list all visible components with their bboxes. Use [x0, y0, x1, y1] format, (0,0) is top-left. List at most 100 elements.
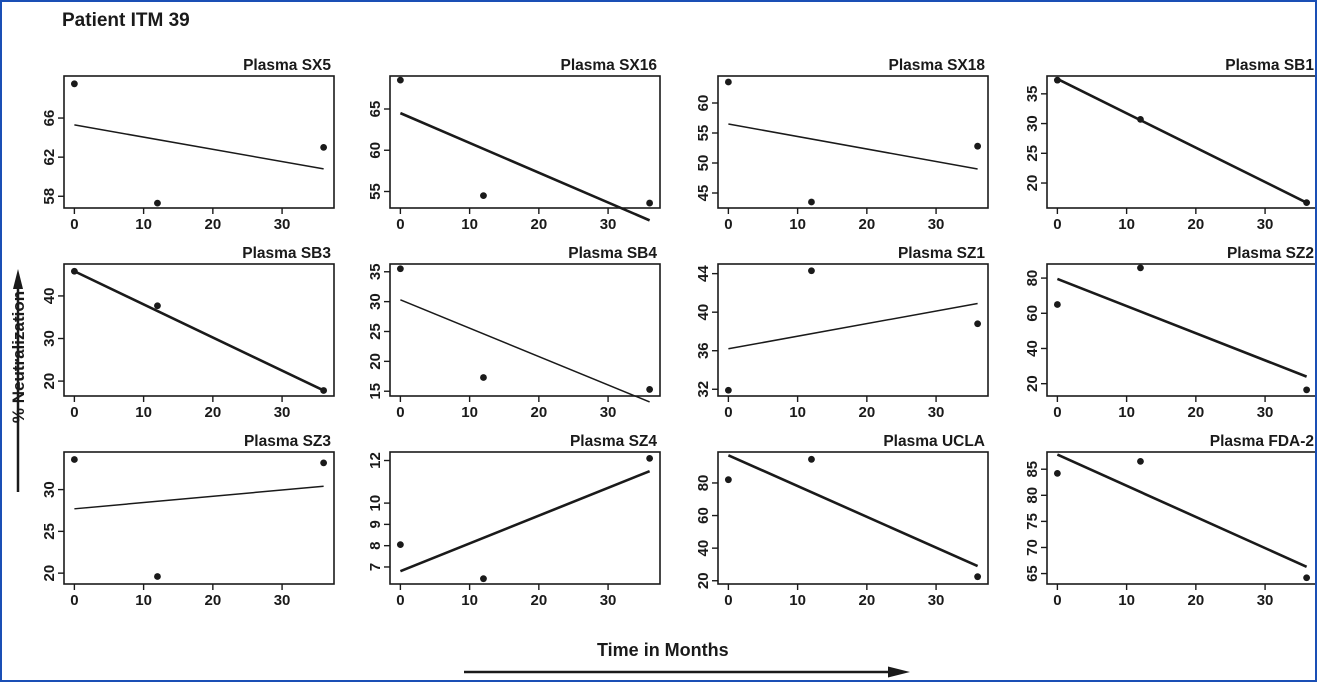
panel-1-xtick-label: 20 [205, 216, 222, 233]
panel-5-point [154, 302, 161, 310]
panel-6-xtick-label: 30 [600, 404, 617, 421]
panel-10-point [646, 454, 654, 462]
panel-8-ytick-label: 60 [1024, 305, 1041, 322]
panel-7-fit-line [728, 302, 978, 350]
panel-8-ytick-label: 40 [1024, 340, 1041, 357]
panel-4-xtick-label: 0 [1053, 216, 1061, 233]
panel-6-ytick-label: 15 [367, 383, 384, 400]
panel-8-xtick-label: 30 [1257, 404, 1274, 421]
panel-8-ytick-label: 80 [1024, 270, 1041, 287]
panel-4-point [1053, 76, 1061, 84]
panel-8-title: Plasma SZ2 [1227, 245, 1314, 262]
panel-11-ytick-label: 60 [695, 507, 712, 524]
panel-4-xtick-label: 20 [1188, 216, 1205, 233]
panel-8-xtick-label: 0 [1053, 404, 1061, 421]
panel-12-xtick-label: 20 [1188, 592, 1205, 609]
panel-4-ytick-label: 35 [1024, 85, 1041, 102]
panel-2-point [480, 192, 487, 200]
panel-6-ytick-label: 25 [367, 323, 384, 340]
panel-12-xtick-label: 10 [1118, 592, 1135, 609]
panel-9-ytick-label: 25 [41, 523, 58, 540]
x-axis-label: Time in Months [597, 640, 729, 660]
panel-2-xtick-label: 0 [396, 216, 404, 233]
panel-4-frame [1046, 75, 1315, 209]
panel-10-title: Plasma SZ4 [570, 433, 657, 450]
panel-7-point [724, 386, 732, 394]
panel-3-xtick-label: 0 [724, 216, 732, 233]
panel-8-ytick-label: 20 [1024, 375, 1041, 392]
panel-10-frame [389, 451, 661, 585]
panel-2-xtick-label: 30 [600, 216, 617, 233]
panel-12-ytick-label: 70 [1024, 539, 1041, 556]
panel-12-point [1137, 457, 1144, 465]
panel-11-xtick-label: 30 [928, 592, 945, 609]
panel-1-point [320, 143, 328, 151]
panel-1-xtick-label: 0 [70, 216, 78, 233]
panel-7-title: Plasma SZ1 [898, 245, 985, 262]
panel-5-xtick-label: 30 [274, 404, 291, 421]
panel-7-point [974, 320, 982, 328]
panel-7-ytick-label: 40 [695, 304, 712, 321]
panel-12-ytick-label: 80 [1024, 487, 1041, 504]
panel-1-fit-line [74, 124, 324, 170]
panel-5-frame [63, 263, 335, 397]
panel-10-point [396, 541, 404, 549]
panel-2-ytick-label: 60 [367, 142, 384, 159]
panel-1-point [154, 199, 161, 207]
panel-7-xtick-label: 30 [928, 404, 945, 421]
panel-7-frame [717, 263, 989, 397]
panel-3-ytick-label: 50 [695, 155, 712, 172]
panel-4-ytick-label: 20 [1024, 175, 1041, 192]
panel-3-point [724, 78, 732, 86]
panel-10-xtick-label: 20 [531, 592, 548, 609]
panel-9-point [70, 456, 78, 463]
panel-5-ytick-label: 20 [41, 373, 58, 390]
panel-3-point [974, 142, 982, 150]
panel-2-point [646, 199, 654, 207]
panel-5-ytick-label: 40 [41, 288, 58, 305]
panel-4-point [1303, 199, 1311, 207]
panel-11-fit-line [727, 454, 979, 568]
panel-4-ytick-label: 30 [1024, 115, 1041, 132]
panel-9-ytick-label: 30 [41, 481, 58, 498]
panel-1-ytick-label: 58 [41, 188, 58, 205]
panel-11-frame [717, 451, 989, 585]
panel-6-ytick-label: 20 [367, 353, 384, 370]
panel-3-ytick-label: 60 [695, 95, 712, 112]
panel-9-frame [63, 451, 335, 585]
panel-1-ytick-label: 62 [41, 149, 58, 166]
panel-12-ytick-label: 65 [1024, 565, 1041, 582]
panel-12-xtick-label: 30 [1257, 592, 1274, 609]
panel-12-fit-line [1056, 453, 1308, 568]
panel-3-fit-line [728, 123, 978, 170]
panel-11-title: Plasma UCLA [883, 433, 985, 450]
panel-6-ytick-label: 35 [367, 263, 384, 280]
panel-3-frame [717, 75, 989, 209]
panel-9-title: Plasma SZ3 [244, 433, 331, 450]
panel-12-xtick-label: 0 [1053, 592, 1061, 609]
panel-9-xtick-label: 0 [70, 592, 78, 609]
panel-6-title: Plasma SB4 [568, 245, 657, 262]
panel-3-point [808, 198, 815, 206]
panel-12-ytick-label: 75 [1024, 513, 1041, 530]
panel-9-xtick-label: 30 [274, 592, 291, 609]
panel-10-xtick-label: 10 [461, 592, 478, 609]
panel-9-point [320, 459, 328, 467]
panel-5-xtick-label: 20 [205, 404, 222, 421]
panel-1-ytick-label: 66 [41, 110, 58, 127]
panel-6-xtick-label: 10 [461, 404, 478, 421]
panel-2-fit-line [399, 111, 651, 222]
panel-9-xtick-label: 10 [135, 592, 152, 609]
x-axis-arrow [464, 666, 910, 678]
panel-11-ytick-label: 20 [695, 572, 712, 589]
panel-7-xtick-label: 20 [859, 404, 876, 421]
panel-2-xtick-label: 10 [461, 216, 478, 233]
panel-4-xtick-label: 30 [1257, 216, 1274, 233]
panel-7-ytick-label: 36 [695, 342, 712, 359]
panel-6-frame [389, 263, 661, 397]
panel-10-ytick-label: 10 [367, 495, 384, 512]
panel-2-ytick-label: 55 [367, 183, 384, 200]
panel-4-point [1137, 116, 1144, 123]
panel-5-xtick-label: 10 [135, 404, 152, 421]
